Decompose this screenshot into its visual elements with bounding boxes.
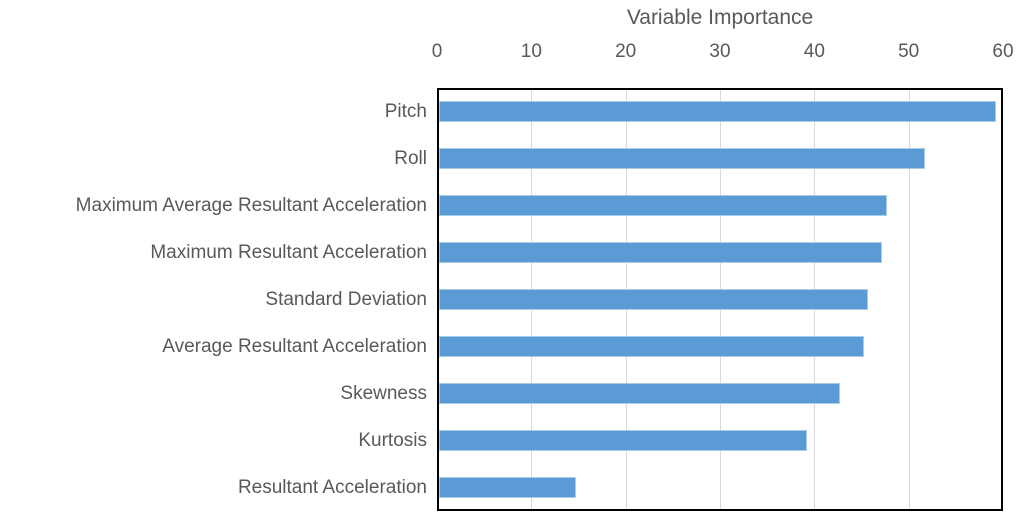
x-tick-label: 50 <box>898 41 920 62</box>
x-tick-label: 10 <box>520 41 542 62</box>
x-tick-label: 0 <box>431 41 443 62</box>
x-tick-label: 60 <box>992 41 1014 62</box>
category-label: Standard Deviation <box>265 288 427 310</box>
bar <box>439 289 869 310</box>
bar <box>439 383 840 404</box>
bar <box>439 477 576 498</box>
category-label: Pitch <box>384 100 427 122</box>
category-label: Maximum Average Resultant Acceleration <box>75 194 427 216</box>
category-label: Skewness <box>340 382 427 404</box>
bar <box>439 430 807 451</box>
bar <box>439 195 888 216</box>
bar <box>439 148 925 169</box>
category-label: Maximum Resultant Acceleration <box>150 241 427 263</box>
category-label: Roll <box>394 147 427 169</box>
bar <box>439 242 883 263</box>
bar <box>439 101 996 122</box>
category-label: Kurtosis <box>358 429 427 451</box>
category-label: Average Resultant Acceleration <box>162 335 427 357</box>
plot-area <box>437 88 1003 511</box>
gridline <box>908 90 910 509</box>
x-tick-label: 20 <box>615 41 637 62</box>
x-tick-label: 30 <box>709 41 731 62</box>
chart-title: Variable Importance <box>626 6 814 29</box>
x-tick-label: 40 <box>803 41 825 62</box>
bar <box>439 336 864 357</box>
category-label: Resultant Acceleration <box>237 476 427 498</box>
